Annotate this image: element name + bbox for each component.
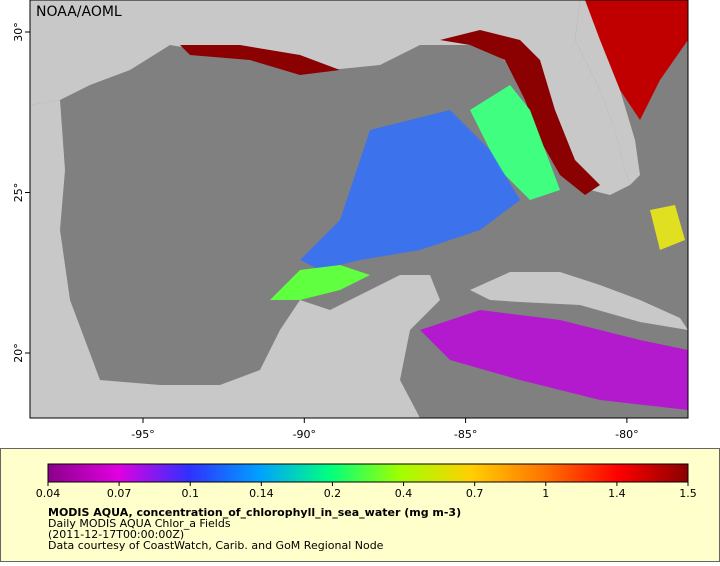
colorbar-tick-label: 1 (542, 487, 549, 500)
chl-atlantic (585, 0, 688, 120)
chl-green-tongue (270, 265, 370, 300)
chl-blue (300, 110, 520, 270)
map-area (30, 0, 688, 418)
colorbar-tick-label: 0.04 (36, 487, 61, 500)
credit: NOAA/AOML (36, 4, 122, 20)
map-frame (29, 0, 689, 419)
colorbar-tick-label: 0.4 (395, 487, 413, 500)
land-florida-east (575, 0, 640, 185)
land-cuba (470, 272, 688, 330)
chl-shelf-green (470, 85, 560, 200)
lat-tick-label: 20° (12, 343, 25, 363)
legend-courtesy: Data courtesy of CoastWatch, Carib. and … (48, 539, 384, 552)
lon-tick-label: -85° (454, 428, 477, 441)
colorbar-tick-label: 0.1 (181, 487, 199, 500)
legend-time: (2011-12-17T00:00:00Z) (48, 528, 184, 541)
lon-tick-label: -90° (293, 428, 316, 441)
lat-axis: 30° 25° 20° (12, 22, 30, 363)
lon-tick-label: -95° (131, 428, 154, 441)
chl-caribbean (420, 310, 688, 410)
lon-tick-label: -80° (615, 428, 638, 441)
lon-axis: -95° -90° -85° -80° (131, 418, 639, 441)
colorbar-tick-label: 0.14 (249, 487, 274, 500)
colorbar (47, 463, 689, 483)
chl-north-florida (440, 30, 600, 195)
lat-tick-label: 30° (12, 22, 25, 42)
chl-yellow (650, 205, 685, 250)
colorbar-tick-label: 0.07 (107, 487, 132, 500)
legend-title: MODIS AQUA, concentration_of_chlorophyll… (48, 506, 461, 519)
land-mexico (30, 100, 440, 418)
chl-panhandle (180, 45, 340, 75)
legend-subtitle: Daily MODIS AQUA Chlor_a Fields (48, 517, 231, 530)
colorbar-tick-label: 0.2 (324, 487, 342, 500)
colorbar-tick-label: 1.5 (679, 487, 697, 500)
colorbar-tick-label: 0.7 (466, 487, 484, 500)
lat-tick-label: 25° (12, 183, 25, 203)
land-north (30, 0, 630, 195)
colorbar-tick-label: 1.4 (608, 487, 626, 500)
colorbar-ticks: 0.04 0.07 0.1 0.14 0.2 0.4 0.7 1 1.4 1.5 (36, 482, 697, 500)
